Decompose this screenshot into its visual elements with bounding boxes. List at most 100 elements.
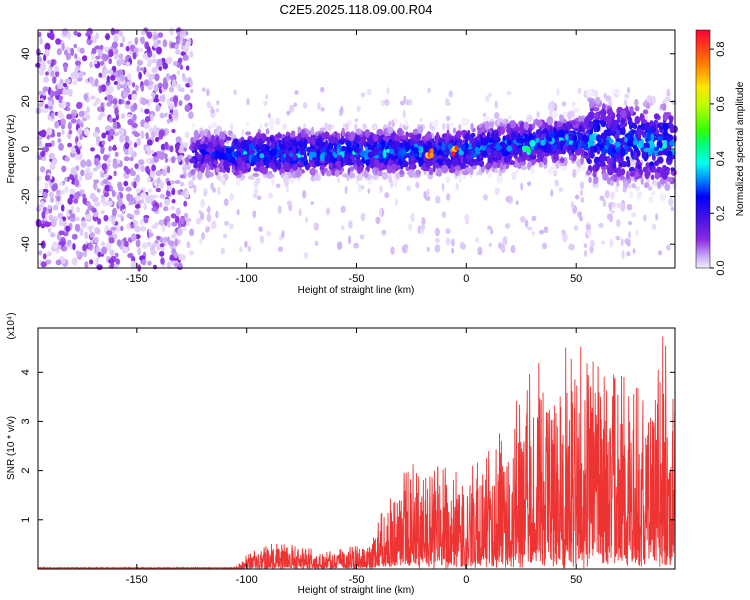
spectrogram-cell [165,58,172,64]
spectrogram-cell [193,163,198,169]
spectrogram-cell [434,227,440,237]
y-tick-label: 1 [20,517,32,523]
spectrogram-cell [93,182,97,191]
spectrogram-cell [45,259,52,265]
spectrogram-cell [101,241,105,246]
spectrogram-cell [174,252,178,259]
spectrogram-cell [372,146,379,156]
spectrogram-cell [201,143,208,150]
spectrogram-cell [555,160,560,170]
spectrogram-cell [326,207,331,216]
spectrogram-cell [467,148,472,157]
spectrogram-cell [246,98,250,106]
spectrogram-cell [577,87,582,95]
spectrogram-cell [177,221,182,229]
spectrogram-cell [380,139,386,149]
spectrogram-cell [392,177,398,187]
spectrogram-hotspot [526,146,531,152]
spectrogram-cell [168,113,172,120]
spectrogram-cell [226,152,233,159]
spectrogram-cell [174,179,181,184]
spectrogram-cell [97,218,102,225]
spectrogram-cell [114,252,119,258]
spectrogram-cell [540,153,545,159]
spectrogram-cell [446,193,451,201]
spectrogram-cell [535,129,542,135]
spectrogram-cell [200,156,205,165]
spectrogram-cell [211,220,217,230]
spectrogram-cell [75,136,79,143]
spectrogram-cell [162,81,169,90]
spectrogram-y-axis-label: Frequency (Hz) [6,115,17,184]
spectrogram-cell [176,83,182,89]
spectrogram-cell [434,237,440,244]
spectrogram-cell [288,177,296,184]
spectrogram-cell [605,128,613,137]
spectrogram-cell [158,151,165,160]
spectrogram-cell [670,206,675,212]
spectrogram-cell [634,105,640,112]
spectrogram-cell [538,161,543,168]
spectrogram-cell [620,160,628,168]
spectrogram-cell [60,113,65,120]
spectrogram-cell [244,240,248,248]
spectrogram-cell [573,107,581,113]
spectrogram-cell [274,117,281,126]
spectrogram-cell [583,243,588,249]
spectrogram-cell [552,153,559,162]
spectrogram-cell [633,138,639,146]
spectrogram-cell [561,229,566,236]
spectrogram-cell [542,156,548,166]
spectrogram-cell [328,136,336,144]
spectrogram-cell [87,34,92,40]
spectrogram-cell [668,197,674,207]
colorbar-tick-label: 0.6 [715,96,727,111]
spectrogram-cell [415,170,420,176]
spectrogram-cell [268,112,271,119]
spectrogram-cell [55,38,61,45]
spectrogram-cell [481,152,488,157]
spectrogram-cell [139,107,144,113]
spectrogram-cell [444,135,450,143]
spectrogram-cell [163,206,169,212]
spectrogram-cell [354,135,361,143]
spectrogram-cell [77,127,83,135]
spectrogram-cell [169,27,175,36]
spectrogram-cell [201,87,206,92]
spectrogram-cell [111,217,116,226]
spectrogram-cell [372,134,379,143]
spectrogram-cell [662,150,668,156]
spectrogram-cell [179,181,185,187]
spectrogram-cell [110,74,116,81]
spectrogram-cell [360,92,366,98]
spectrogram-cell [340,205,346,214]
spectrogram-cell [511,171,517,180]
spectrogram-cell [320,86,325,93]
spectrogram-cell [305,133,309,139]
spectrogram-cell [169,86,174,93]
spectrogram-cell [252,194,258,198]
spectrogram-cell [451,157,459,167]
spectrogram-cell [96,188,101,193]
spectrogram-cell [275,161,282,170]
spectrogram-cell [255,177,261,185]
spectrogram-cell [84,231,89,240]
spectrogram-cell [319,152,325,162]
spectrogram-cell [58,142,64,151]
spectrogram-cell [462,174,467,180]
spectrogram-cell [93,102,98,107]
spectrogram-cell [41,61,46,66]
spectrogram-cell [340,105,344,115]
spectrogram-cell [143,79,150,87]
spectrogram-cell [460,156,464,164]
spectrogram-cell [42,146,50,153]
spectrogram-cell [245,121,250,127]
x-tick-label: -150 [126,574,148,586]
spectrogram-cell [185,65,190,71]
spectrogram-cell [62,258,66,264]
spectrogram-cell [169,75,174,80]
spectrogram-cell [219,139,225,146]
spectrogram-cell [297,126,302,135]
spectrogram-panel: -150 -100 -50 0 50 -40 -20 0 20 40 Height of str… [6,27,678,296]
spectrogram-cell [172,61,178,66]
